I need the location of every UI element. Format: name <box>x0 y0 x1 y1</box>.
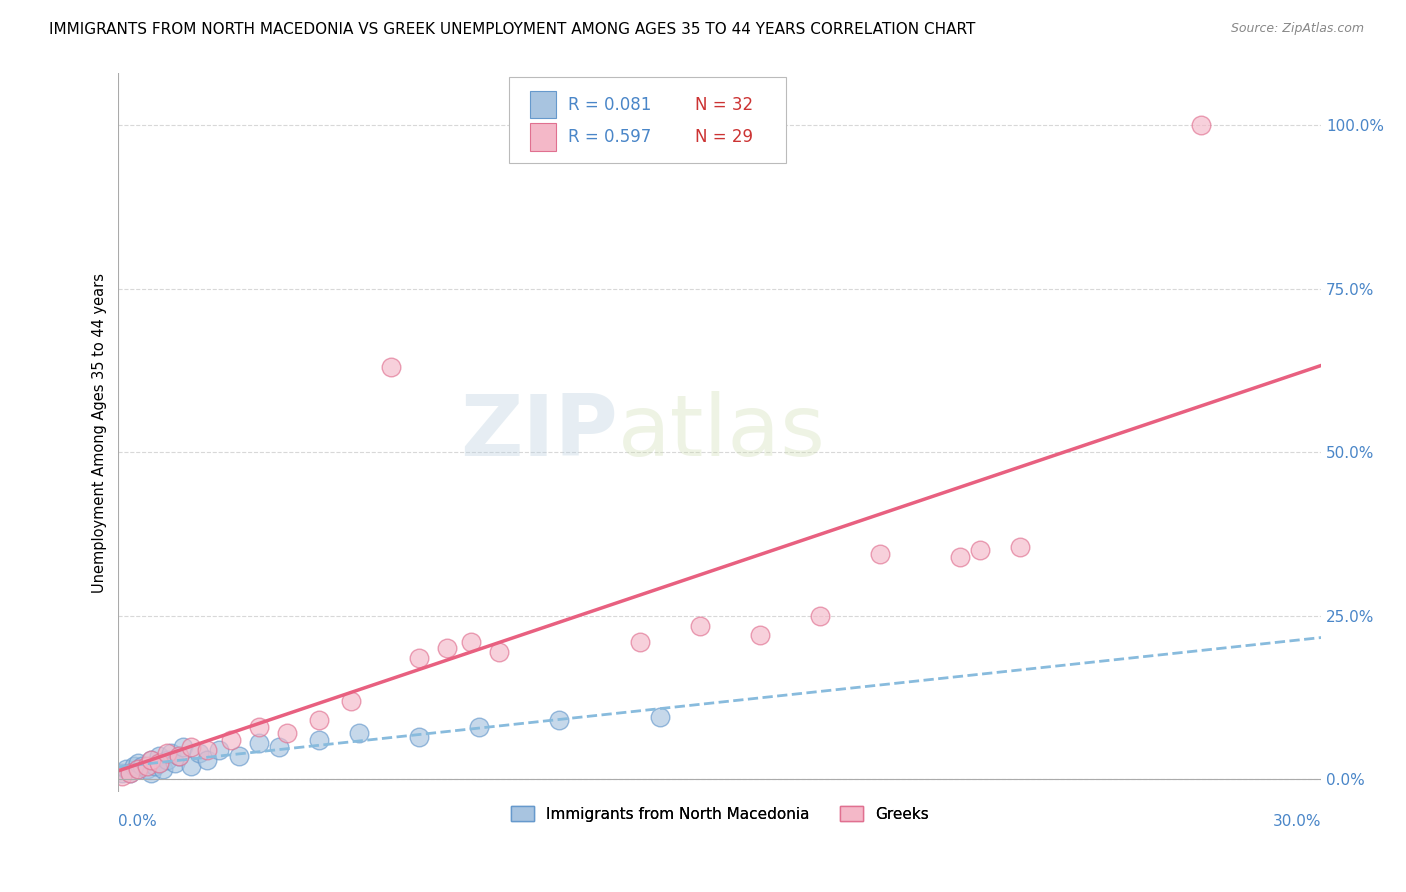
Point <box>949 549 972 564</box>
Point <box>135 759 157 773</box>
Legend: Immigrants from North Macedonia, Greeks: Immigrants from North Macedonia, Greeks <box>505 799 935 828</box>
Point <box>152 763 174 777</box>
Point <box>548 714 571 728</box>
Point <box>208 743 231 757</box>
Point <box>308 733 330 747</box>
Point <box>340 694 363 708</box>
Point <box>159 746 181 760</box>
Point <box>276 726 298 740</box>
Point <box>689 618 711 632</box>
Point <box>187 746 209 760</box>
FancyBboxPatch shape <box>530 123 557 151</box>
Text: R = 0.081: R = 0.081 <box>568 95 651 113</box>
FancyBboxPatch shape <box>530 91 557 119</box>
Point <box>228 749 250 764</box>
Text: IMMIGRANTS FROM NORTH MACEDONIA VS GREEK UNEMPLOYMENT AMONG AGES 35 TO 44 YEARS : IMMIGRANTS FROM NORTH MACEDONIA VS GREEK… <box>49 22 976 37</box>
Point <box>148 756 170 770</box>
Point <box>436 641 458 656</box>
Point <box>380 360 402 375</box>
Point <box>267 739 290 754</box>
Text: 30.0%: 30.0% <box>1272 814 1322 829</box>
Point <box>139 753 162 767</box>
Text: atlas: atlas <box>617 392 825 475</box>
Point <box>172 739 194 754</box>
Text: R = 0.597: R = 0.597 <box>568 128 651 146</box>
Text: 0.0%: 0.0% <box>118 814 157 829</box>
Point <box>148 756 170 770</box>
Point <box>120 765 142 780</box>
Point <box>148 749 170 764</box>
Point <box>408 651 430 665</box>
Point <box>155 746 177 760</box>
Point <box>127 763 149 777</box>
Point <box>111 769 134 783</box>
Point <box>167 749 190 764</box>
Point <box>748 628 770 642</box>
Point <box>143 759 166 773</box>
Point <box>127 763 149 777</box>
Point <box>347 726 370 740</box>
Y-axis label: Unemployment Among Ages 35 to 44 years: Unemployment Among Ages 35 to 44 years <box>93 273 107 592</box>
Point <box>195 753 218 767</box>
FancyBboxPatch shape <box>509 77 786 163</box>
Point <box>460 635 482 649</box>
Point <box>468 720 491 734</box>
Point <box>808 608 831 623</box>
Point <box>135 763 157 777</box>
Point <box>247 736 270 750</box>
Point <box>120 765 142 780</box>
Text: Source: ZipAtlas.com: Source: ZipAtlas.com <box>1230 22 1364 36</box>
Point <box>969 543 991 558</box>
Point <box>139 753 162 767</box>
Point <box>869 547 891 561</box>
Point <box>219 733 242 747</box>
Point <box>155 753 177 767</box>
Point <box>488 645 510 659</box>
Point <box>1189 118 1212 132</box>
Point <box>167 749 190 764</box>
Point <box>111 765 134 780</box>
Point <box>648 710 671 724</box>
Point <box>408 730 430 744</box>
Point <box>195 743 218 757</box>
Point <box>139 765 162 780</box>
Point <box>308 714 330 728</box>
Point <box>247 720 270 734</box>
Text: N = 29: N = 29 <box>695 128 752 146</box>
Point <box>115 763 138 777</box>
Point <box>1010 540 1032 554</box>
Point <box>180 739 202 754</box>
Point <box>124 759 146 773</box>
Point <box>180 759 202 773</box>
Text: N = 32: N = 32 <box>695 95 752 113</box>
Point <box>127 756 149 770</box>
Text: ZIP: ZIP <box>460 392 617 475</box>
Point <box>628 635 651 649</box>
Point <box>163 756 186 770</box>
Point <box>131 759 153 773</box>
